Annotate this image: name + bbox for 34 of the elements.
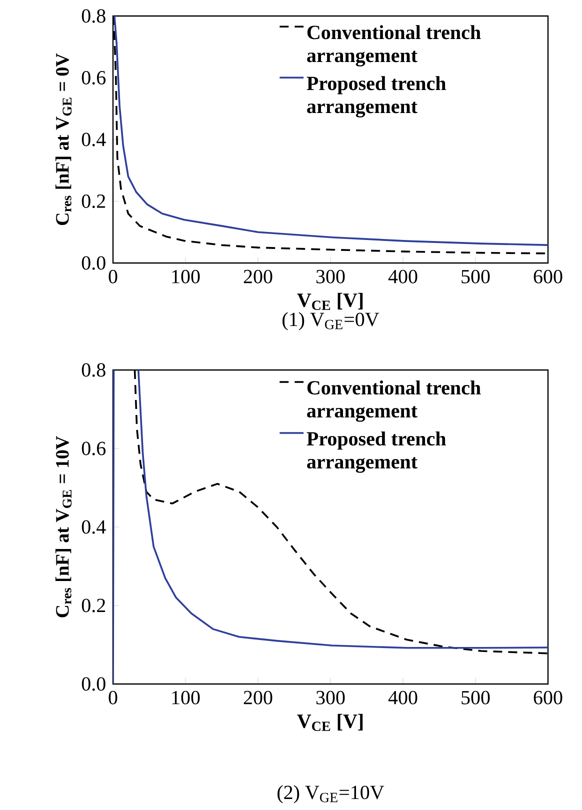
legend-label: Proposed trench arrangement <box>306 431 446 473</box>
y-tick-label: 0.6 <box>82 442 106 456</box>
legend-label: Conventional trench arrangement <box>307 380 481 422</box>
y-tick-label: 0.8 <box>82 363 106 377</box>
x-tick-label: 300 <box>316 270 345 284</box>
y-axis-title: C$_{res}$ [nF] at V$_{GE}$ = 10V <box>55 436 72 618</box>
y-tick-label: 0.8 <box>82 9 106 23</box>
x-tick-label: 100 <box>172 690 200 704</box>
y-tick-label: 0.0 <box>82 677 106 691</box>
y-tick-label: 0.2 <box>82 598 106 612</box>
y-tick-label: 0.6 <box>82 70 106 85</box>
x-tick-label: 200 <box>244 690 272 704</box>
x-tick-label: 0 <box>108 270 118 284</box>
text: (2) V$_{GE}$=10V <box>278 785 384 804</box>
y-axis-title: C$_{res}$ [nF] at V$_{GE}$ = 0V <box>55 53 72 225</box>
text: (1) V$_{GE}$=0V <box>282 312 380 330</box>
y-tick-label: 0.2 <box>82 194 106 208</box>
y-tick-label: 0.4 <box>82 132 106 146</box>
x-axis-title: V$_{CE}$ [V] <box>297 714 363 732</box>
y-tick-label: 0.4 <box>82 520 106 534</box>
x-tick-label: 100 <box>172 270 200 284</box>
x-tick-label: 500 <box>462 270 490 284</box>
y-tick-label: 0.0 <box>82 256 106 270</box>
legend-label: Proposed trench arrangement <box>306 76 446 118</box>
x-axis-title: V$_{CE}$ [V] <box>297 292 363 310</box>
x-tick-label: 400 <box>388 690 418 704</box>
x-tick-label: 500 <box>462 690 490 704</box>
x-tick-label: 0 <box>108 690 118 704</box>
legend-label: Conventional trench arrangement <box>307 25 481 66</box>
x-tick-label: 200 <box>244 270 272 284</box>
x-tick-label: 600 <box>534 690 562 704</box>
x-tick-label: 300 <box>316 690 345 704</box>
x-tick-label: 600 <box>534 270 562 284</box>
x-tick-label: 400 <box>388 270 418 284</box>
